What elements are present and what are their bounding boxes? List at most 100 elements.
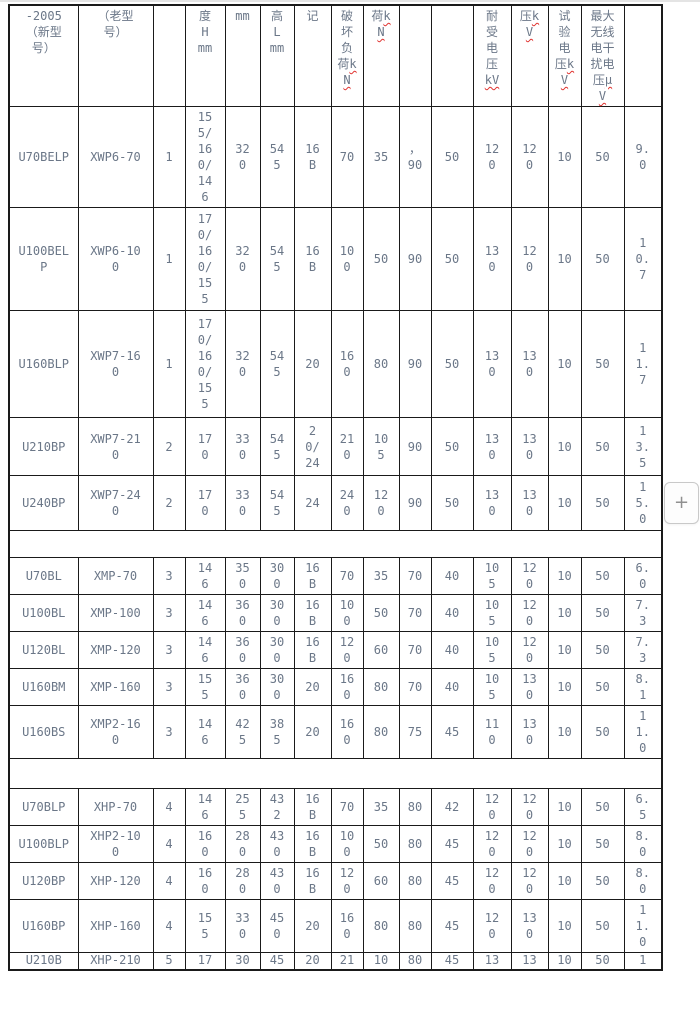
- cell-col-11: 45: [430, 825, 474, 863]
- cell-mark: 16B: [293, 207, 332, 311]
- cell-breaking-load: 100: [330, 207, 364, 311]
- header-cell-test-voltage: 试验电压kV: [547, 4, 582, 107]
- insert-button[interactable]: +: [664, 482, 699, 524]
- cell-withstand-voltage: 105: [472, 594, 512, 632]
- cell-col-10: 90: [398, 417, 432, 476]
- cell-mark: 20/24: [293, 417, 332, 476]
- cell-col-16: 9.0: [623, 106, 663, 208]
- cell-model-old: XMP2-160: [77, 705, 154, 759]
- cell-figure-no: 1: [152, 207, 186, 311]
- cell-col-16: 11.7: [623, 310, 663, 418]
- cell-breaking-load: 120: [330, 862, 364, 900]
- cell-figure-no: 2: [152, 475, 186, 531]
- cell-col-16: 1: [623, 952, 663, 970]
- cell-height-h: 170/160/155: [184, 310, 226, 418]
- cell-max-rfi-voltage: 50: [580, 952, 625, 970]
- cell-model-new: U240BP: [8, 475, 79, 531]
- cell-model-old: XWP7-240: [77, 475, 154, 531]
- cell-col-10: ，90: [398, 106, 432, 208]
- cell-max-rfi-voltage: 50: [580, 106, 625, 208]
- cell-col-16: 6.0: [623, 557, 663, 595]
- cell-col-10: 90: [398, 207, 432, 311]
- header-cell-diameter-mm: mm: [224, 4, 261, 107]
- cell-withstand-voltage: 120: [472, 862, 512, 900]
- cell-withstand-voltage: 120: [472, 788, 512, 826]
- cell-col-11: 40: [430, 557, 474, 595]
- cell-load: 50: [362, 207, 400, 311]
- table-row: U240BP XWP7-240 2 170 330 545 24 240 120 90 50 130 1…: [8, 475, 663, 531]
- header-cell-max-rfi-voltage: 最大无线电干扰电压μV: [580, 4, 625, 107]
- cell-mark: 20: [293, 952, 332, 970]
- cell-model-new: U120BP: [8, 862, 79, 900]
- cell-test-voltage: 10: [547, 825, 582, 863]
- header-cell-load: 荷kN: [362, 4, 400, 107]
- cell-col-11: 50: [430, 106, 474, 208]
- cell-height-h: 146: [184, 788, 226, 826]
- cell-mark: 16B: [293, 557, 332, 595]
- separator-cell: [8, 758, 663, 789]
- cell-figure-no: 5: [152, 952, 186, 970]
- cell-figure-no: 4: [152, 899, 186, 953]
- cell-mark: 20: [293, 668, 332, 706]
- cell-col-16: 7.3: [623, 631, 663, 669]
- cell-voltage: 130: [510, 417, 549, 476]
- header-label: 耐受电压: [485, 9, 498, 71]
- cell-max-rfi-voltage: 50: [580, 825, 625, 863]
- cell-load: 80: [362, 668, 400, 706]
- cell-height-h: 146: [184, 594, 226, 632]
- cell-height-h: 146: [184, 631, 226, 669]
- cell-height-h: 160: [184, 862, 226, 900]
- cell-voltage: 130: [510, 310, 549, 418]
- cell-diameter-mm: 320: [224, 106, 261, 208]
- cell-col-16: 15.0: [623, 475, 663, 531]
- cell-breaking-load: 70: [330, 557, 364, 595]
- cell-distance-l: 430: [259, 825, 295, 863]
- cell-breaking-load: 70: [330, 106, 364, 208]
- cell-model-new: U210B: [8, 952, 79, 970]
- cell-col-11: 45: [430, 899, 474, 953]
- cell-load: 60: [362, 862, 400, 900]
- cell-model-old: XHP-120: [77, 862, 154, 900]
- cell-model-old: XHP-210: [77, 952, 154, 970]
- cell-col-16: 11.0: [623, 899, 663, 953]
- header-label: mm: [235, 9, 250, 23]
- cell-diameter-mm: 330: [224, 417, 261, 476]
- header-label: 高L mm: [269, 9, 285, 55]
- table-row: U160BM XMP-160 3 155 360 300 20 160 80 70 40 105 130…: [8, 668, 663, 706]
- cell-distance-l: 300: [259, 557, 295, 595]
- cell-test-voltage: 10: [547, 668, 582, 706]
- cell-voltage: 120: [510, 825, 549, 863]
- cell-diameter-mm: 360: [224, 668, 261, 706]
- table-row: U160BLP XWP7-160 1 170/160/155 320 545 20 160 80…: [8, 310, 663, 418]
- cell-col-11: 45: [430, 705, 474, 759]
- cell-voltage: 130: [510, 475, 549, 531]
- header-cell-mark: 记: [293, 4, 332, 107]
- cell-distance-l: 545: [259, 106, 295, 208]
- cell-voltage: 120: [510, 594, 549, 632]
- cell-withstand-voltage: 105: [472, 631, 512, 669]
- cell-col-11: 45: [430, 862, 474, 900]
- cell-mark: 24: [293, 475, 332, 531]
- header-cell-col-11: [430, 4, 474, 107]
- cell-diameter-mm: 350: [224, 557, 261, 595]
- spec-table: -2005（新型号） （老型号） 度H mm mm 高L mm 记破坏负荷kN 荷kN 耐受电…: [8, 4, 663, 971]
- cell-height-h: 170: [184, 475, 226, 531]
- table-row: U70BELP XWP6-70 1 155/160/146 320 545 16B 70 35，…: [8, 106, 663, 208]
- cell-max-rfi-voltage: 50: [580, 310, 625, 418]
- cell-distance-l: 430: [259, 862, 295, 900]
- cell-height-h: 170/160/155: [184, 207, 226, 311]
- table-row: U160BP XHP-160 4 155 330 450 20 160 80 80 45 120 130…: [8, 899, 663, 953]
- cell-distance-l: 45: [259, 952, 295, 970]
- cell-breaking-load: 100: [330, 825, 364, 863]
- cell-max-rfi-voltage: 50: [580, 417, 625, 476]
- table-header-row: -2005（新型号） （老型号） 度H mm mm 高L mm 记破坏负荷kN 荷kN 耐受电…: [8, 4, 663, 107]
- cell-model-new: U210BP: [8, 417, 79, 476]
- cell-col-16: 10.7: [623, 207, 663, 311]
- cell-col-10: 90: [398, 310, 432, 418]
- cell-withstand-voltage: 120: [472, 106, 512, 208]
- header-unit: kN: [377, 9, 391, 39]
- cell-withstand-voltage: 120: [472, 899, 512, 953]
- cell-load: 80: [362, 899, 400, 953]
- cell-col-10: 80: [398, 825, 432, 863]
- cell-mark: 16B: [293, 825, 332, 863]
